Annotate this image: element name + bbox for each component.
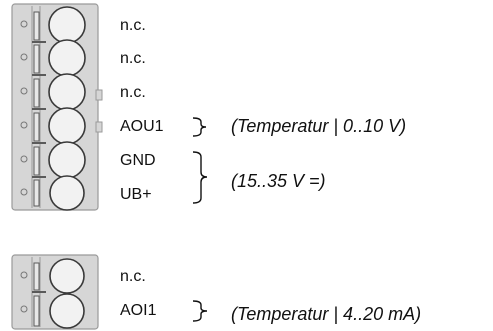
pin-label: UB+ (120, 186, 152, 203)
pin-label: n.c. (120, 268, 146, 285)
pin-label: n.c. (120, 50, 146, 67)
hole-marker (20, 87, 28, 95)
terminal-slot (33, 146, 40, 176)
hole-marker (20, 305, 28, 313)
screw-circle (49, 293, 85, 329)
pin-label: AOI1 (120, 302, 157, 319)
terminal-pin (20, 293, 85, 329)
screw-circle (48, 73, 86, 111)
terminal-pin (20, 6, 86, 44)
hole-marker (20, 188, 28, 196)
group-description: (Temperatur | 0..10 V) (231, 116, 406, 136)
terminal-block-1 (11, 3, 103, 211)
terminal-slot (33, 11, 40, 41)
group-description: (15..35 V =) (231, 171, 326, 191)
screw-circle (48, 141, 86, 179)
hole-marker (20, 155, 28, 163)
screw-circle (48, 6, 86, 44)
housing-side-tab (95, 121, 103, 133)
screw-circle (48, 107, 86, 145)
terminal-slot (33, 44, 40, 74)
pin-label: GND (120, 152, 156, 169)
terminal-slot (33, 78, 40, 108)
terminal-pin (20, 258, 85, 294)
terminal-block-2 (11, 254, 99, 330)
terminal-slot (33, 112, 40, 142)
group-description: (Temperatur | 4..20 mA) (231, 304, 421, 324)
terminal-pin (20, 39, 86, 77)
screw-circle (49, 258, 85, 294)
housing-side-tab (95, 89, 103, 101)
group-brace (192, 117, 207, 137)
terminal-slot (33, 295, 40, 327)
screw-circle (49, 175, 85, 211)
pin-label: n.c. (120, 17, 146, 34)
terminal-slot (33, 179, 40, 207)
pin-label: n.c. (120, 84, 146, 101)
hole-marker (20, 121, 28, 129)
pin-label: AOU1 (120, 118, 164, 135)
hole-marker (20, 53, 28, 61)
screw-circle (48, 39, 86, 77)
hole-marker (20, 20, 28, 28)
terminal-pin (20, 107, 86, 145)
terminal-pin (20, 175, 85, 211)
group-brace (192, 151, 208, 204)
hole-marker (20, 271, 28, 279)
terminal-slot (33, 262, 40, 291)
group-brace (192, 300, 208, 322)
